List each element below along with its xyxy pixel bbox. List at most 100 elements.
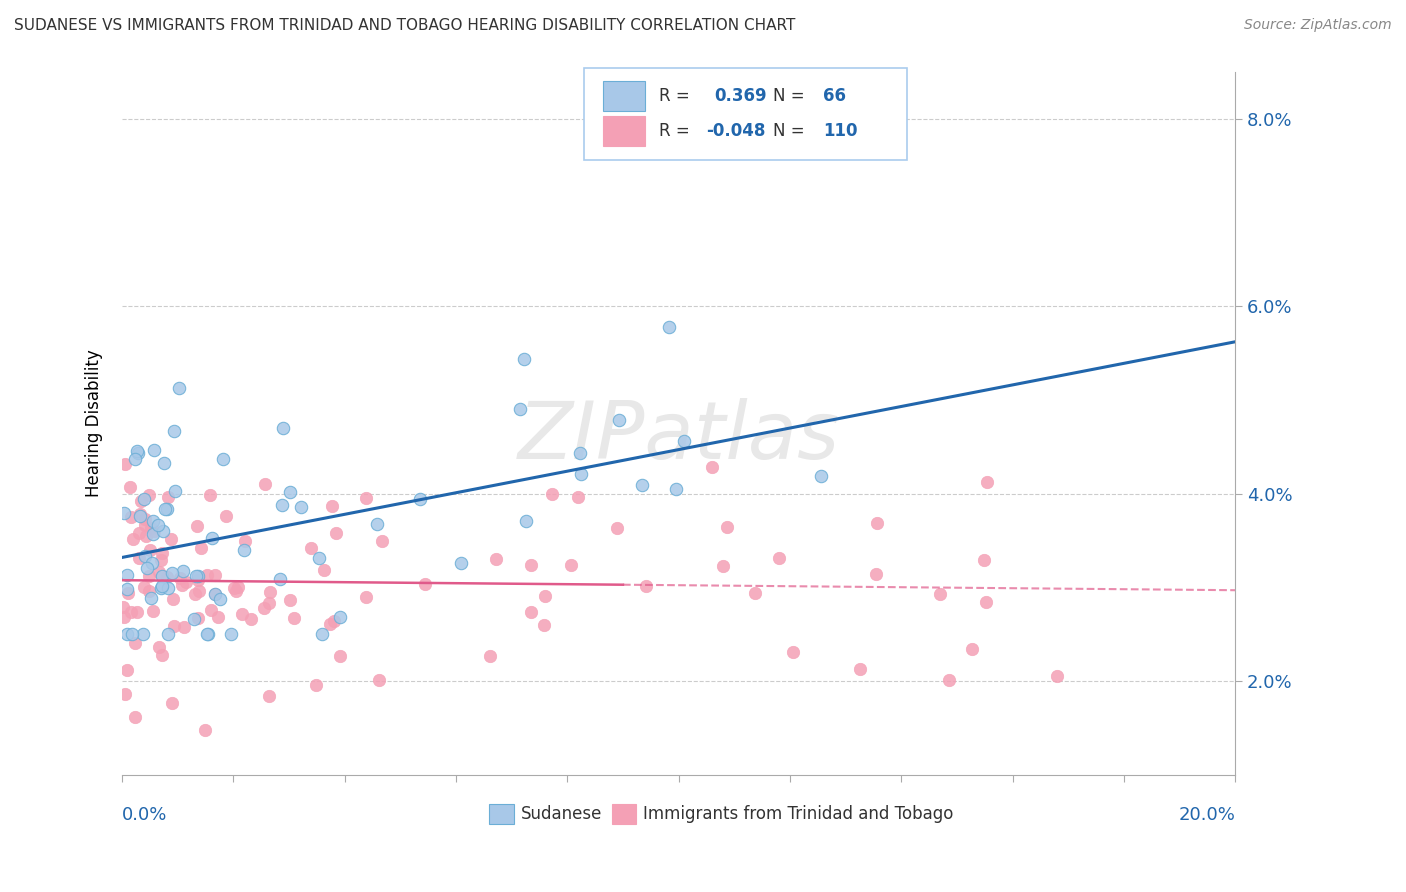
Point	[152, 524, 174, 538]
Text: N =: N =	[773, 122, 804, 140]
Point	[139, 591, 162, 605]
Point	[520, 558, 543, 572]
Point	[162, 592, 184, 607]
Point	[131, 494, 153, 508]
Point	[938, 673, 960, 687]
Point	[810, 469, 832, 483]
Point	[215, 508, 238, 523]
Point	[201, 532, 224, 546]
Point	[450, 557, 472, 571]
Point	[325, 526, 347, 541]
Point	[167, 381, 190, 395]
Point	[283, 611, 305, 625]
Text: 0.369: 0.369	[714, 87, 766, 105]
Point	[183, 587, 205, 601]
Point	[173, 620, 195, 634]
Point	[117, 663, 139, 677]
Point	[149, 553, 172, 567]
Point	[370, 534, 392, 549]
Point	[278, 593, 301, 607]
FancyBboxPatch shape	[612, 804, 637, 823]
Point	[150, 648, 173, 663]
Point	[139, 542, 162, 557]
Point	[974, 595, 997, 609]
Point	[520, 605, 543, 619]
Point	[204, 587, 226, 601]
Point	[768, 551, 790, 566]
Point	[112, 609, 135, 624]
Point	[204, 587, 226, 601]
Point	[121, 606, 143, 620]
Point	[700, 460, 723, 475]
Point	[156, 570, 179, 584]
Point	[134, 518, 156, 533]
Point	[253, 601, 276, 615]
Text: 0.0%: 0.0%	[122, 806, 167, 824]
Point	[114, 457, 136, 471]
Point	[278, 485, 301, 500]
FancyBboxPatch shape	[603, 81, 645, 111]
Point	[744, 586, 766, 600]
Point	[150, 569, 173, 583]
Point	[138, 568, 160, 582]
Point	[219, 627, 242, 641]
Point	[120, 480, 142, 494]
Point	[150, 579, 173, 593]
Point	[239, 611, 262, 625]
Point	[163, 424, 186, 438]
Point	[540, 487, 562, 501]
Point	[117, 586, 139, 600]
Point	[631, 478, 654, 492]
Text: Source: ZipAtlas.com: Source: ZipAtlas.com	[1244, 18, 1392, 32]
Point	[271, 498, 294, 512]
Point	[222, 581, 245, 595]
Point	[172, 577, 194, 591]
Text: R =: R =	[658, 122, 689, 140]
Point	[125, 605, 148, 619]
Text: Immigrants from Trinidad and Tobago: Immigrants from Trinidad and Tobago	[643, 805, 953, 823]
Point	[121, 627, 143, 641]
Point	[142, 514, 165, 528]
Point	[606, 521, 628, 535]
Point	[198, 488, 221, 502]
Point	[299, 541, 322, 556]
Point	[716, 520, 738, 534]
Point	[658, 320, 681, 334]
Point	[190, 541, 212, 555]
Point	[141, 556, 163, 570]
Y-axis label: Hearing Disability: Hearing Disability	[86, 350, 103, 497]
Point	[782, 644, 804, 658]
Point	[509, 401, 531, 416]
FancyBboxPatch shape	[583, 69, 907, 160]
Point	[259, 584, 281, 599]
Point	[413, 577, 436, 591]
Text: R =: R =	[658, 87, 689, 105]
Point	[672, 434, 695, 449]
Point	[366, 517, 388, 532]
Point	[607, 413, 630, 427]
Point	[308, 551, 330, 566]
Point	[153, 456, 176, 470]
Point	[165, 483, 187, 498]
Point	[865, 566, 887, 581]
Point	[368, 673, 391, 688]
Point	[231, 607, 253, 621]
Point	[127, 443, 149, 458]
Point	[156, 502, 179, 516]
Point	[329, 610, 352, 624]
Point	[187, 568, 209, 582]
Point	[1046, 668, 1069, 682]
Point	[312, 563, 335, 577]
Point	[354, 590, 377, 604]
Point	[111, 599, 134, 614]
Point	[124, 636, 146, 650]
Point	[257, 690, 280, 704]
Point	[134, 580, 156, 594]
Point	[257, 596, 280, 610]
Point	[233, 534, 256, 549]
Point	[124, 710, 146, 724]
Point	[114, 687, 136, 701]
Point	[115, 582, 138, 596]
Point	[195, 627, 218, 641]
Point	[187, 573, 209, 587]
